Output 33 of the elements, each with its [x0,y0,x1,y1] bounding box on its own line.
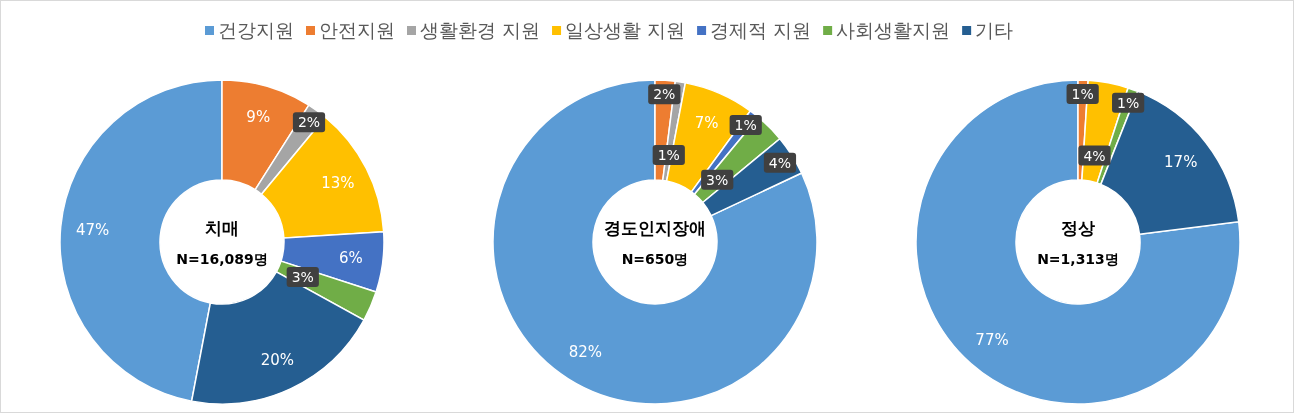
data-label: 77% [975,330,1009,349]
legend-label: 사회생활지원 [836,19,951,41]
data-label: 4% [1083,147,1106,164]
data-label: 6% [339,249,363,268]
data-label: 82% [568,342,603,361]
data-label: 1% [1071,86,1094,103]
legend-label: 기타 [975,19,1014,41]
text: N=650명 [621,251,689,267]
text: 경도인지장애 [604,218,706,238]
data-label: 1% [1117,94,1140,111]
data-label: 47% [75,220,110,239]
data-label: 7% [694,113,719,132]
donut-slice [492,79,818,405]
legend-label: 생활환경 지원 [420,19,541,41]
legend-label: 일상생활 지원 [565,19,686,41]
data-label: 2% [653,86,676,103]
legend-label: 안전지원 [319,19,395,41]
data-label: 9% [246,108,271,127]
text: N=1,313명 [1037,251,1119,267]
text: N=16,089명 [176,251,268,267]
data-label: 3% [706,171,729,188]
data-label: 13% [321,173,355,192]
data-label: 3% [291,268,314,285]
data-label: 17% [1164,153,1198,172]
data-label: 1% [657,147,680,164]
text: 정상 [1061,218,1095,238]
data-label: 4% [768,154,792,171]
data-label: 20% [260,350,295,369]
text: 치매 [205,218,239,238]
legend-label: 건강지원 [218,19,294,41]
data-label: 2% [297,114,321,131]
data-label: 1% [734,117,757,134]
legend-label: 경제적 지원 [710,19,812,41]
